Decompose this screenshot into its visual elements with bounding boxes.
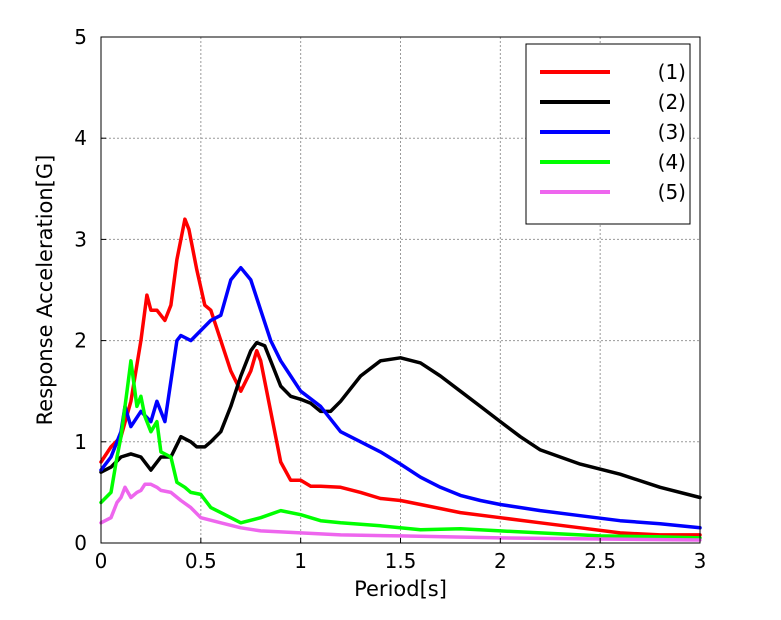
legend-label: (2): [658, 90, 686, 114]
y-tick-label: 1: [74, 430, 87, 454]
x-tick-label: 2.5: [584, 549, 616, 573]
y-tick-label: 5: [74, 25, 87, 49]
y-tick-label: 3: [74, 227, 87, 251]
x-tick-label: 0: [95, 549, 108, 573]
y-tick-label: 2: [74, 329, 87, 353]
series-line: [99, 217, 702, 537]
x-axis-title: Period[s]: [354, 577, 447, 601]
legend-label: (1): [658, 60, 686, 84]
series-layer: [99, 217, 702, 542]
x-tick-label: 3: [694, 549, 707, 573]
y-axis-title: Response Acceleration[G]: [33, 155, 57, 426]
series-line: [99, 265, 702, 530]
legend: (1) (2) (3) (4) (5): [525, 43, 691, 225]
axis-ticks: 0 0.5 1 1.5 2 2.5 3 0 1 2 3 4 5: [74, 25, 706, 573]
x-tick-label: 1.5: [385, 549, 417, 573]
legend-label: (3): [658, 120, 686, 144]
x-tick-label: 2: [494, 549, 507, 573]
x-tick-label: 1: [294, 549, 307, 573]
y-tick-label: 0: [74, 531, 87, 555]
series-line: [99, 482, 702, 542]
legend-label: (5): [658, 180, 686, 204]
legend-label: (4): [658, 150, 686, 174]
series-line: [99, 359, 702, 540]
x-tick-label: 0.5: [185, 549, 217, 573]
y-tick-label: 4: [74, 126, 87, 150]
